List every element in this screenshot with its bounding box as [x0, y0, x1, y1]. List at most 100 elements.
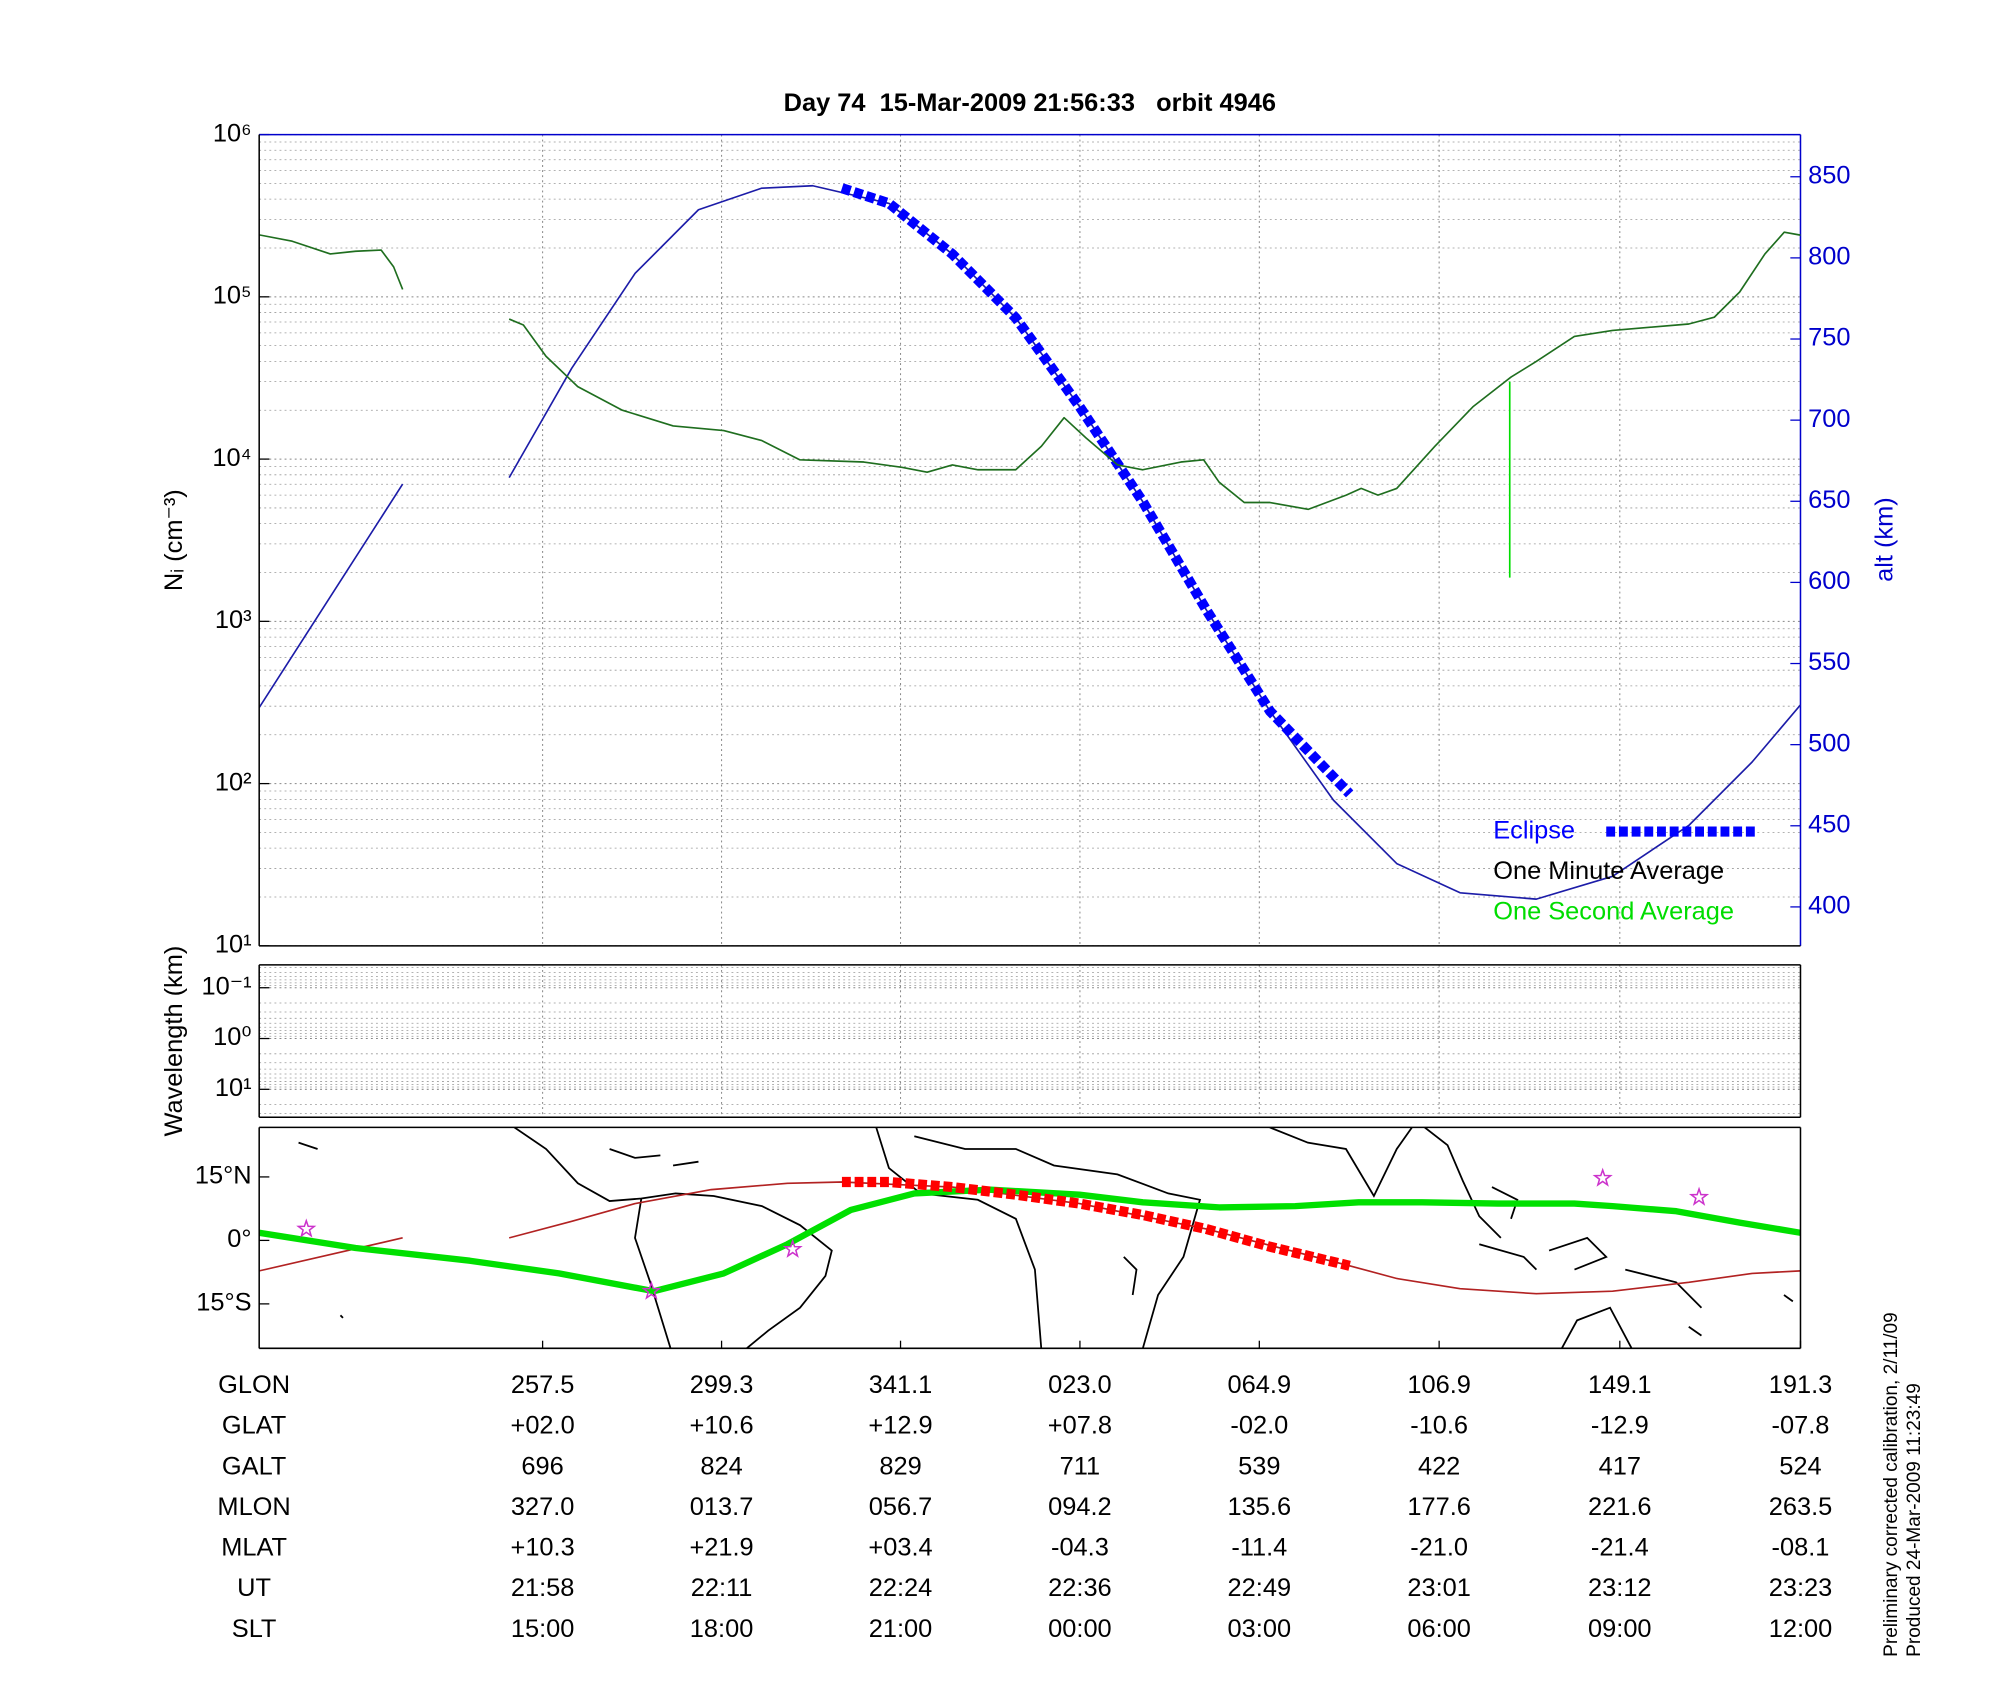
y2-tick-label: 850 — [1808, 161, 1850, 189]
table-cell: 22:36 — [1048, 1574, 1111, 1602]
table-cell: 013.7 — [690, 1493, 753, 1521]
coastlines — [298, 1127, 1794, 1349]
x-tick-label: 191.3 — [1769, 1371, 1833, 1399]
star-marker — [1592, 1167, 1613, 1187]
y2-axis-label: alt (km) — [1870, 497, 1898, 582]
table-cell: 15:00 — [511, 1615, 575, 1643]
table-cell: -02.0 — [1230, 1412, 1288, 1440]
table-cell: 177.6 — [1407, 1493, 1471, 1521]
y-tick-label: 10¹ — [215, 931, 252, 959]
table-cell: +03.4 — [868, 1534, 932, 1562]
footer-note: Produced 24-Mar-2009 11:23:49 — [1904, 1383, 1925, 1657]
table-cell: 22:11 — [691, 1574, 753, 1602]
y-tick-label: 10² — [215, 768, 252, 796]
table-cell: 056.7 — [869, 1493, 932, 1521]
y-tick-label: 10³ — [215, 606, 252, 634]
y2-tick-label: 800 — [1808, 243, 1850, 271]
table-cell: 221.6 — [1588, 1493, 1652, 1521]
table-cell: 711 — [1060, 1452, 1100, 1480]
y2-tick-label: 550 — [1808, 648, 1850, 676]
y2-tick-label: 700 — [1808, 405, 1850, 433]
y-tick-label: 10¹ — [215, 1074, 252, 1102]
coastline — [634, 1198, 672, 1349]
y-tick-label: 15°S — [196, 1289, 251, 1317]
x-tick-label: 299.3 — [690, 1371, 753, 1399]
row-label: MLON — [217, 1493, 290, 1521]
table-cell: 135.6 — [1228, 1493, 1292, 1521]
y-tick-label: 0° — [227, 1225, 251, 1253]
table-cell: +10.3 — [511, 1534, 575, 1562]
x-tick-label: 257.5 — [511, 1371, 575, 1399]
table-cell: 00:00 — [1048, 1615, 1111, 1643]
coastline — [914, 1135, 1202, 1349]
y-axis-label: Nᵢ (cm⁻³) — [160, 489, 188, 591]
table-cell: +12.9 — [868, 1412, 932, 1440]
y2-tick-label: 750 — [1808, 324, 1850, 352]
star-marker — [641, 1280, 662, 1300]
line — [259, 184, 1801, 900]
legend-label: Eclipse — [1493, 816, 1575, 844]
table-cell: 09:00 — [1588, 1615, 1652, 1643]
table-cell: 263.5 — [1769, 1493, 1833, 1521]
table-cell: -11.4 — [1231, 1534, 1287, 1562]
table-cell: 23:23 — [1769, 1574, 1833, 1602]
table-cell: 824 — [700, 1452, 742, 1480]
x-tick-label: 106.9 — [1407, 1371, 1471, 1399]
legend-label: One Second Average — [1493, 898, 1734, 926]
table-cell: +10.6 — [689, 1412, 753, 1440]
table-cell: 422 — [1418, 1452, 1460, 1480]
table-cell: 18:00 — [690, 1615, 753, 1643]
y2-tick-label: 650 — [1808, 486, 1850, 514]
y-tick-label: 10⁰ — [213, 1023, 251, 1051]
table-cell: 23:12 — [1588, 1574, 1652, 1602]
table-cell: 327.0 — [511, 1493, 575, 1521]
table-cell: 22:49 — [1228, 1574, 1292, 1602]
coastline — [1424, 1127, 1519, 1239]
y-tick-label: 10⁴ — [212, 444, 251, 472]
x-tick-label: 023.0 — [1048, 1371, 1111, 1399]
table-cell: 539 — [1238, 1452, 1280, 1480]
y-axis-label: Wavelength (km) — [160, 946, 188, 1137]
x-tick-label: 341.1 — [869, 1371, 932, 1399]
y-tick-label: 15°N — [195, 1162, 252, 1190]
table-cell: -07.8 — [1772, 1412, 1830, 1440]
star-marker — [1688, 1186, 1710, 1206]
row-label: GLON — [218, 1371, 290, 1399]
line — [259, 231, 1801, 511]
row-label: GALT — [222, 1452, 286, 1480]
row-label: GLAT — [222, 1412, 286, 1440]
table-cell: -12.9 — [1591, 1412, 1649, 1440]
x-tick-label: 149.1 — [1588, 1371, 1652, 1399]
coastline — [1479, 1236, 1703, 1309]
coastline — [339, 1294, 1794, 1349]
table-cell: 12:00 — [1769, 1615, 1833, 1643]
footer-note: Preliminary corrected calibration, 2/11/… — [1881, 1312, 1902, 1657]
table-cell: -08.1 — [1772, 1534, 1830, 1562]
table-cell: 22:24 — [869, 1574, 932, 1602]
star-marker — [782, 1238, 803, 1258]
dashed-line — [841, 1176, 1351, 1271]
y-tick-label: 10⁶ — [213, 119, 252, 147]
coastline — [513, 1127, 833, 1349]
dashed-line — [840, 183, 1354, 798]
row-label: MLAT — [221, 1534, 287, 1562]
coastline — [1269, 1127, 1413, 1198]
table-cell: 06:00 — [1407, 1615, 1471, 1643]
table-cell: 524 — [1779, 1452, 1821, 1480]
chart-title: Day 74 15-Mar-2009 21:56:33 orbit 4946 — [784, 89, 1276, 117]
y-tick-label: 10⁵ — [213, 282, 252, 310]
table-cell: 03:00 — [1228, 1615, 1292, 1643]
table-cell: +02.0 — [511, 1412, 575, 1440]
coastline — [875, 1127, 1043, 1349]
table-cell: 696 — [521, 1452, 563, 1480]
row-label: UT — [237, 1574, 271, 1602]
y2-tick-label: 500 — [1808, 729, 1850, 757]
y2-tick-label: 400 — [1808, 892, 1850, 920]
row-label: SLT — [232, 1615, 277, 1643]
star-marker — [296, 1218, 317, 1238]
table-cell: +07.8 — [1048, 1412, 1112, 1440]
coastline — [1123, 1256, 1138, 1296]
